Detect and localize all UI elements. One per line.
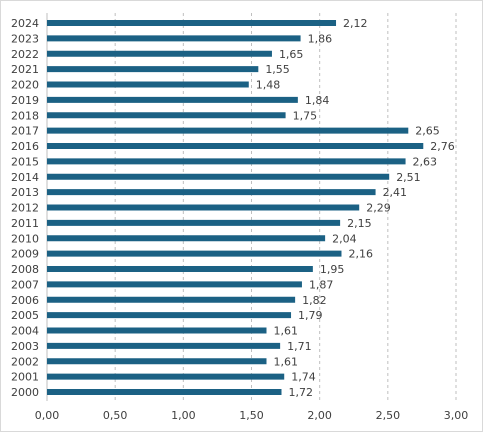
data-label: 2,51 xyxy=(396,171,421,184)
bar xyxy=(47,266,313,272)
bar xyxy=(47,358,267,365)
bar xyxy=(47,127,409,134)
x-tick-label: 2,50 xyxy=(376,409,401,422)
data-label: 1,86 xyxy=(308,32,333,45)
data-label: 1,61 xyxy=(273,355,298,368)
category-label: 2001 xyxy=(11,371,39,384)
data-label: 2,16 xyxy=(348,248,373,261)
bar xyxy=(47,50,272,57)
bar xyxy=(47,327,267,334)
bar xyxy=(47,296,296,303)
bars xyxy=(47,20,424,395)
category-label: 2008 xyxy=(11,263,39,276)
category-label: 2022 xyxy=(11,48,39,61)
x-tick-label: 2,00 xyxy=(307,409,332,422)
data-label: 1,82 xyxy=(302,294,327,307)
x-axis-tick-labels: 0,00 0,50 1,00 1,50 2,00 2,50 3,00 xyxy=(35,409,469,422)
bar xyxy=(47,112,286,119)
data-label: 2,63 xyxy=(413,155,438,168)
x-tick-label: 3,00 xyxy=(444,409,469,422)
category-label: 2005 xyxy=(11,309,39,322)
data-label: 1,84 xyxy=(305,94,330,107)
category-label: 2013 xyxy=(11,186,39,199)
bar xyxy=(47,20,337,26)
bar xyxy=(47,66,259,73)
category-labels: 2024 2023 2022 2021 2020 2019 2018 2017 2016 2015… xyxy=(11,17,39,399)
category-label: 2021 xyxy=(11,63,39,76)
category-label: 2024 xyxy=(11,17,39,30)
bar xyxy=(47,81,249,88)
bar xyxy=(47,373,285,380)
bar xyxy=(47,250,342,257)
bar xyxy=(47,173,390,180)
bar xyxy=(47,143,424,149)
data-label: 1,87 xyxy=(309,278,334,291)
bar xyxy=(47,96,298,103)
data-label: 2,04 xyxy=(332,232,357,245)
data-label: 1,74 xyxy=(291,371,316,384)
x-tick-label: 1,50 xyxy=(239,409,264,422)
bar xyxy=(47,35,301,42)
data-label: 1,48 xyxy=(256,79,280,92)
bar xyxy=(47,219,341,226)
category-label: 2012 xyxy=(11,202,39,215)
category-label: 2020 xyxy=(11,79,39,92)
category-label: 2019 xyxy=(11,94,39,107)
category-label: 2016 xyxy=(11,140,39,153)
bar xyxy=(47,235,326,242)
category-label: 2014 xyxy=(11,171,39,184)
category-label: 2017 xyxy=(11,125,39,138)
bar xyxy=(47,389,282,395)
category-label: 2000 xyxy=(11,386,39,399)
data-label: 1,75 xyxy=(293,109,318,122)
bar xyxy=(47,312,292,319)
x-tick-label: 1,00 xyxy=(171,409,196,422)
category-label: 2002 xyxy=(11,355,39,368)
data-label: 2,41 xyxy=(383,186,408,199)
category-label: 2009 xyxy=(11,248,39,261)
x-tick-label: 0,50 xyxy=(103,409,128,422)
category-label: 2023 xyxy=(11,32,39,45)
category-label: 2006 xyxy=(11,294,39,307)
data-label: 1,61 xyxy=(273,325,298,338)
value-labels: 2,12 1,86 1,65 1,55 1,48 1,84 1,75 2,65 2,76 2,63… xyxy=(256,17,455,399)
bar xyxy=(47,281,302,288)
data-label: 1,95 xyxy=(320,263,345,276)
data-label: 1,65 xyxy=(279,48,304,61)
category-label: 2011 xyxy=(11,217,39,230)
bar xyxy=(47,342,281,349)
bar xyxy=(47,189,376,196)
data-label: 1,72 xyxy=(288,386,313,399)
data-label: 2,65 xyxy=(415,125,440,138)
data-label: 1,55 xyxy=(265,63,290,76)
data-label: 1,79 xyxy=(298,309,323,322)
category-label: 2015 xyxy=(11,155,39,168)
bar xyxy=(47,204,360,211)
data-label: 1,71 xyxy=(287,340,312,353)
bar xyxy=(47,158,406,165)
data-label: 2,76 xyxy=(430,140,455,153)
category-label: 2003 xyxy=(11,340,39,353)
x-tick-label: 0,00 xyxy=(35,409,60,422)
category-label: 2018 xyxy=(11,109,39,122)
category-label: 2004 xyxy=(11,325,39,338)
category-label: 2010 xyxy=(11,232,39,245)
category-label: 2007 xyxy=(11,278,39,291)
data-label: 2,12 xyxy=(343,17,368,30)
data-label: 2,15 xyxy=(347,217,372,230)
data-label: 2,29 xyxy=(366,202,391,215)
